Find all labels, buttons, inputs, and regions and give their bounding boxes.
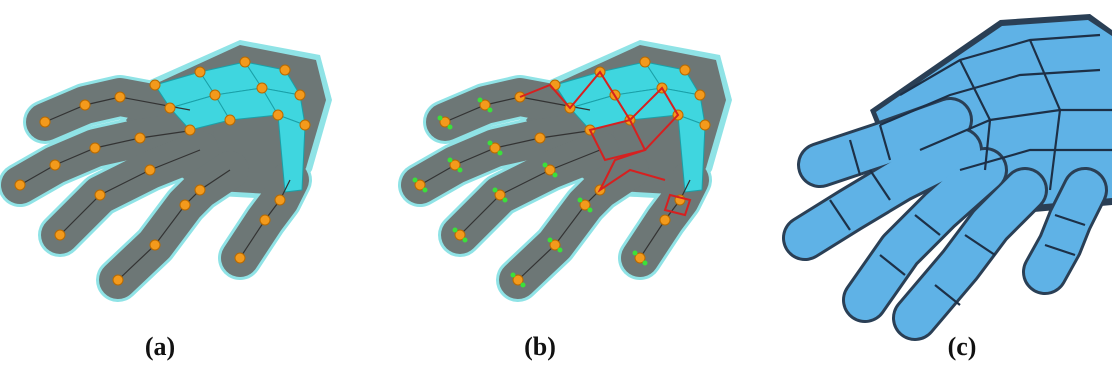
hand-b [413,40,733,288]
label-b: (b) [524,332,556,361]
hand-c [782,14,1112,341]
label-c: (c) [948,332,977,361]
label-a: (a) [145,332,175,361]
hand-a [15,40,332,285]
